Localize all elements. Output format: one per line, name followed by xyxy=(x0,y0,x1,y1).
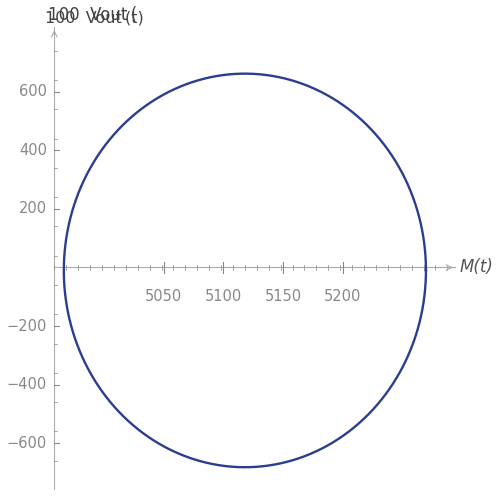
Text: 400: 400 xyxy=(19,143,47,158)
Text: M(t): M(t) xyxy=(460,258,493,276)
Text: 100  Vout (: 100 Vout ( xyxy=(48,6,138,24)
Text: −400: −400 xyxy=(7,377,47,392)
Text: 5050: 5050 xyxy=(146,289,182,304)
Text: 5150: 5150 xyxy=(264,289,302,304)
Text: 100  Vout (t): 100 Vout (t) xyxy=(45,11,144,26)
Text: −200: −200 xyxy=(6,319,47,333)
Text: 5200: 5200 xyxy=(324,289,362,304)
Text: −600: −600 xyxy=(7,436,47,451)
Text: 5100: 5100 xyxy=(205,289,242,304)
Text: 600: 600 xyxy=(19,84,47,99)
Text: 200: 200 xyxy=(19,201,47,216)
